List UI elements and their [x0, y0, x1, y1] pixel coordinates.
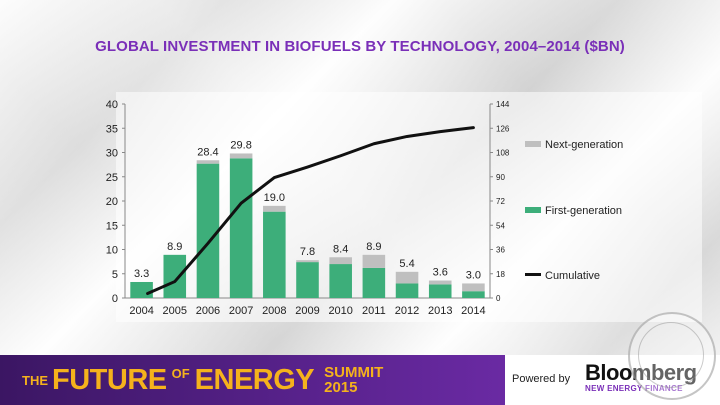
legend-label-first-generation: First-generation — [545, 205, 622, 217]
bar-total-label: 19.0 — [264, 192, 285, 204]
y-right-tick-label: 90 — [496, 173, 505, 182]
bar-first-generation — [362, 267, 386, 298]
x-tick-label: 2004 — [129, 305, 153, 317]
bnef-subtitle: NEW ENERGY FINANCE — [585, 384, 683, 393]
bar-next-generation — [395, 271, 419, 284]
bar-total-label: 28.4 — [197, 146, 218, 158]
summit-brand: THE FUTURE OF ENERGY SUMMIT 2015 — [22, 360, 383, 400]
brand-year: 2015 — [324, 379, 358, 396]
bar-first-generation — [263, 211, 286, 298]
legend-label-next-generation: Next-generation — [545, 139, 623, 151]
bar-total-label: 3.6 — [433, 267, 448, 279]
y-left-tick-label: 5 — [112, 269, 118, 281]
chart: 0 5 10 15 20 25 30 35 40 0 18 36 54 72 90 108 126 144 3.3 2… — [106, 99, 624, 317]
bar-next-generation — [462, 283, 485, 292]
bar-next-generation — [229, 153, 253, 159]
bar-first-generation — [329, 264, 352, 298]
x-tick-label: 2013 — [428, 305, 452, 317]
x-tick-label: 2012 — [395, 305, 419, 317]
bar-total-label: 7.8 — [300, 246, 315, 258]
legend-swatch-cumulative — [525, 273, 541, 276]
bar-first-generation — [428, 284, 452, 298]
y-left-tick-label: 30 — [106, 148, 118, 160]
legend-label-cumulative: Cumulative — [545, 270, 600, 282]
bar-total-label: 5.4 — [399, 258, 414, 270]
footer-banner — [0, 355, 505, 405]
y-left-tick-label: 25 — [106, 172, 118, 184]
y-left-tick-label: 0 — [112, 293, 118, 305]
bar-first-generation — [229, 158, 253, 298]
bar-next-generation — [362, 254, 386, 268]
y-right-tick-label: 144 — [496, 100, 510, 109]
bar-next-generation — [196, 160, 220, 164]
brand-the: THE — [22, 372, 48, 388]
bar-first-generation — [163, 254, 187, 298]
bar-total-label: 3.3 — [134, 268, 149, 280]
brand-summit-block: SUMMIT 2015 — [324, 365, 383, 395]
x-tick-label: 2011 — [362, 305, 386, 317]
x-tick-label: 2008 — [262, 305, 286, 317]
y-right-tick-label: 36 — [496, 246, 505, 255]
y-right-tick-label: 18 — [496, 270, 505, 279]
y-right-tick-label: 126 — [496, 124, 510, 133]
bar-total-label: 8.9 — [167, 241, 182, 253]
bar-first-generation — [130, 281, 153, 298]
x-tick-label: 2005 — [163, 305, 187, 317]
y-left-tick-label: 20 — [106, 196, 118, 208]
y-right-tick-label: 54 — [496, 221, 505, 230]
y-right-tick-label: 0 — [496, 294, 501, 303]
x-tick-label: 2014 — [461, 305, 485, 317]
bar-next-generation — [296, 260, 319, 263]
y-right-tick-label: 72 — [496, 197, 505, 206]
legend-swatch-first-generation — [525, 207, 541, 213]
bar-next-generation — [263, 205, 286, 212]
y-left-tick-label: 35 — [106, 123, 118, 135]
y-right-tick-label: 108 — [496, 149, 510, 158]
seal-watermark — [628, 312, 716, 400]
chart-title: GLOBAL INVESTMENT IN BIOFUELS BY TECHNOL… — [95, 38, 625, 55]
brand-energy: ENERGY — [194, 363, 315, 396]
seal-inner-ring — [638, 322, 704, 388]
x-tick-label: 2010 — [328, 305, 352, 317]
bar-total-label: 8.9 — [366, 241, 381, 253]
bar-first-generation — [196, 163, 220, 298]
brand-of: OF — [171, 366, 190, 381]
legend-swatch-next-generation — [525, 141, 541, 147]
cumulative-line — [146, 126, 475, 296]
bar-total-label: 3.0 — [466, 269, 481, 281]
powered-by-label: Powered by — [512, 373, 571, 385]
bar-next-generation — [329, 257, 352, 265]
bar-total-label: 8.4 — [333, 243, 348, 255]
x-tick-label: 2007 — [229, 305, 253, 317]
brand-future: FUTURE — [52, 363, 167, 396]
bar-total-label: 29.8 — [230, 139, 251, 151]
brand-summit: SUMMIT — [324, 364, 384, 381]
bar-first-generation — [395, 283, 419, 298]
x-tick-label: 2009 — [295, 305, 319, 317]
y-left-tick-label: 40 — [106, 99, 118, 111]
bar-first-generation — [462, 291, 485, 298]
bar-first-generation — [296, 262, 319, 298]
x-tick-label: 2006 — [196, 305, 220, 317]
bar-next-generation — [428, 280, 452, 285]
y-left-tick-label: 15 — [106, 220, 118, 232]
y-left-tick-label: 10 — [106, 245, 118, 257]
